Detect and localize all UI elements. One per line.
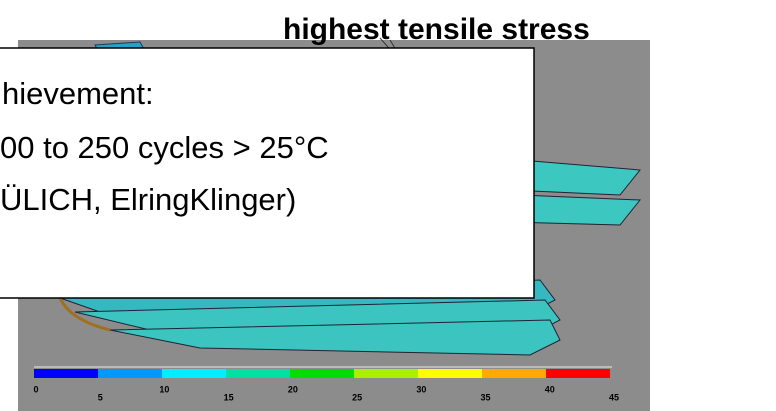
colorbar-label: 30 [416, 384, 426, 394]
colorbar-label: 10 [159, 384, 169, 394]
colorbar-segment [98, 369, 162, 378]
text-box-line: hievement: [2, 76, 154, 111]
colorbar-label: 5 [98, 392, 103, 402]
colorbar-segment [34, 369, 98, 378]
colorbar-label: 20 [288, 384, 298, 394]
colorbar-segment [354, 369, 418, 378]
page: {"label": "highest tensile stress", "tex… [0, 0, 776, 411]
text-box-line: ÜLICH, ElringKlinger) [0, 182, 296, 217]
colorbar-label: 40 [545, 384, 555, 394]
text-box-line: 00 to 250 cycles > 25°C [0, 130, 329, 165]
colorbar-segment [226, 369, 290, 378]
colorbar-segment [162, 369, 226, 378]
colorbar-label: 35 [481, 392, 491, 402]
colorbar-segment [418, 369, 482, 378]
colorbar-label: 25 [352, 392, 362, 402]
colorbar-segment [546, 369, 610, 378]
colorbar-rule [34, 366, 612, 368]
colorbar-label: 45 [609, 392, 619, 402]
colorbar-label: 0 [33, 384, 38, 394]
colorbar-segment [290, 369, 354, 378]
colorbar-label: 15 [224, 392, 234, 402]
slide-graphic: 0 5 10 15 20 25 30 35 40 45 hievement: 00 to 250 … [0, 0, 776, 411]
colorbar-segment [482, 369, 546, 378]
callout-label: highest tensile stress [283, 13, 590, 46]
